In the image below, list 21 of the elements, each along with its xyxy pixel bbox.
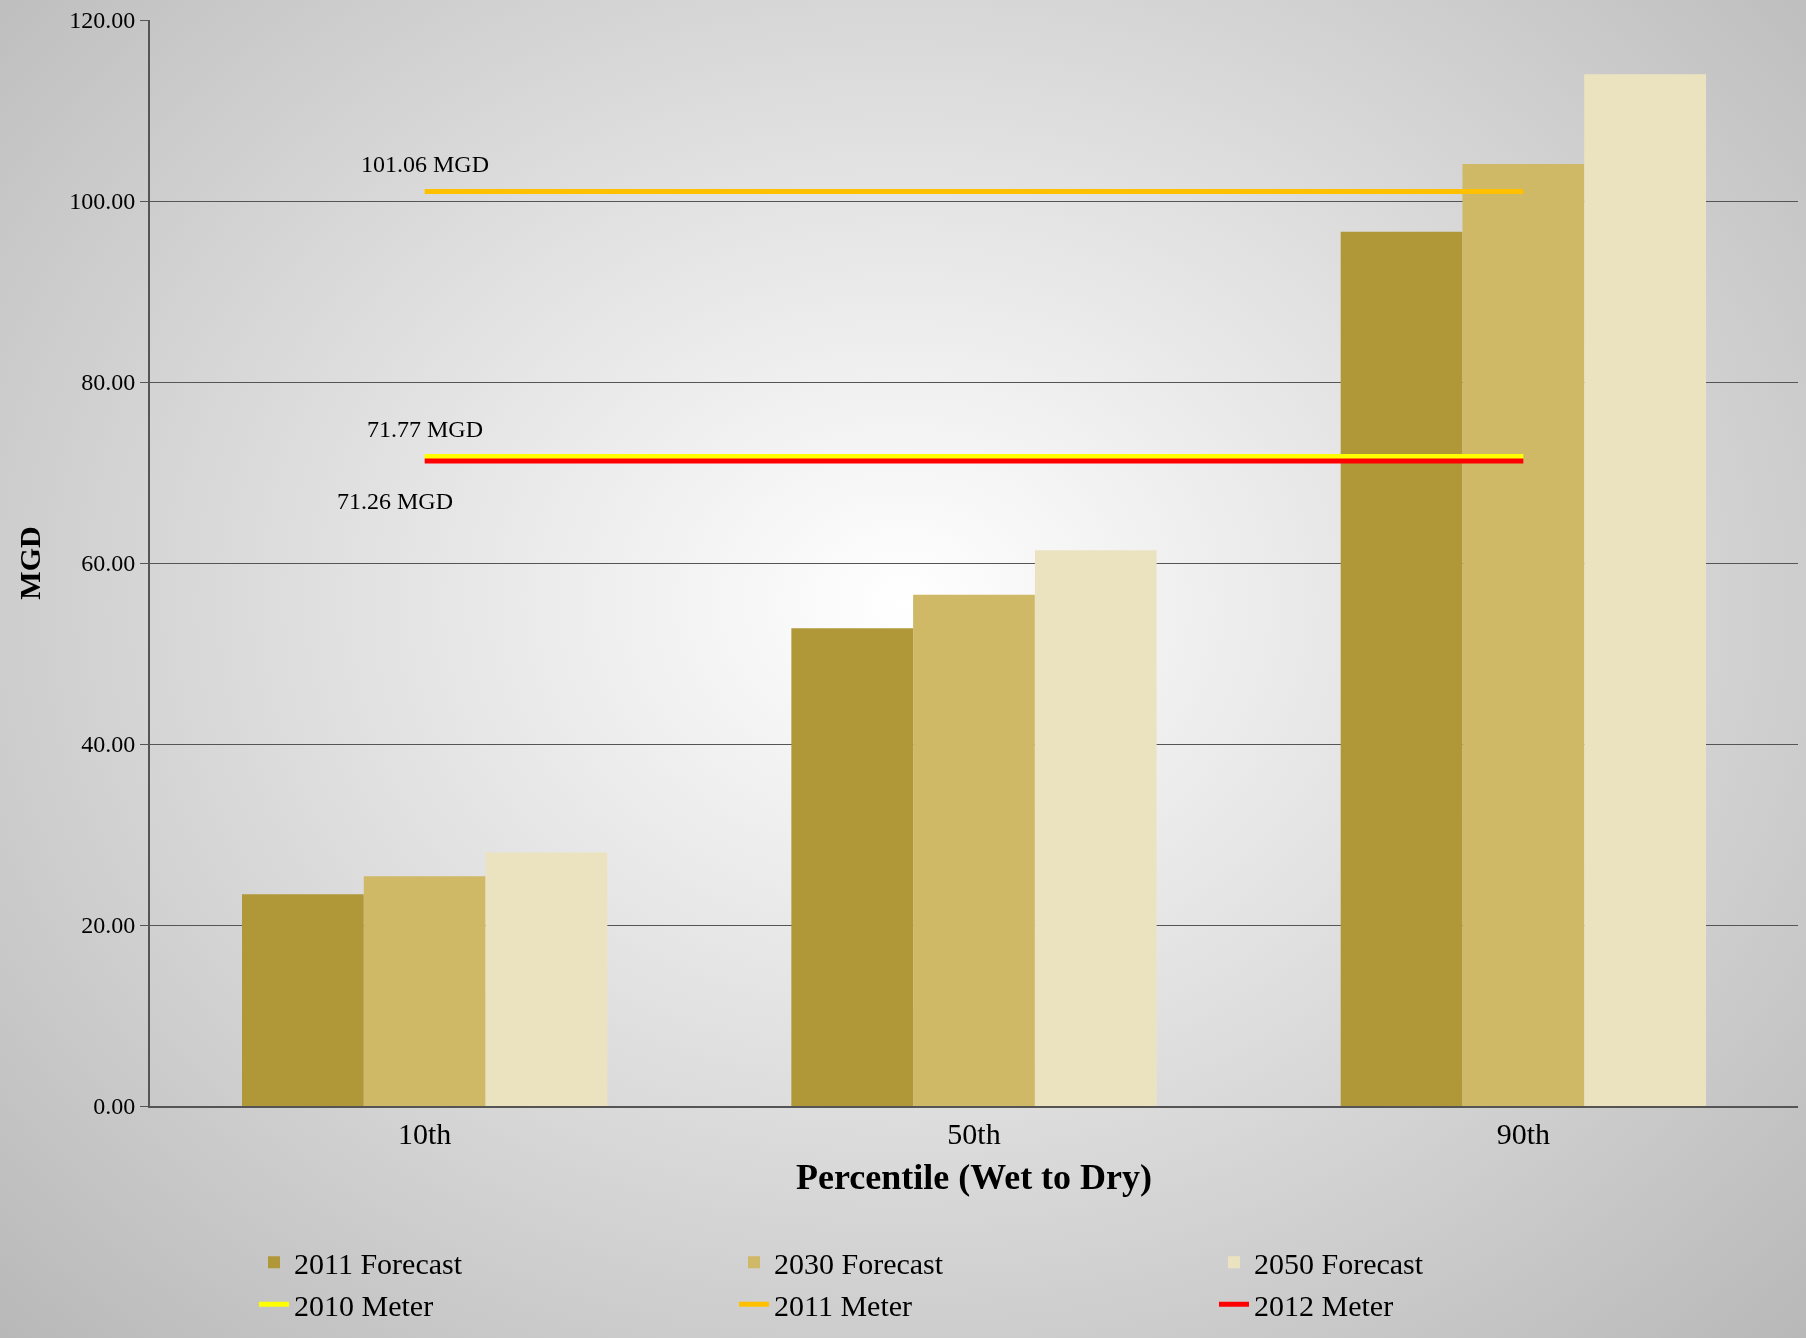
legend-label: 2011 Forecast <box>294 1247 463 1281</box>
annotation: 71.26 MGD <box>337 488 454 514</box>
annotation: 71.77 MGD <box>367 416 484 442</box>
y-tick-label: 100.00 <box>69 188 136 215</box>
x-tick-label: 90th <box>1496 1117 1550 1150</box>
y-axis-title: MGD <box>12 526 46 600</box>
x-tick-label: 10th <box>398 1117 452 1150</box>
y-tick-label: 60.00 <box>81 550 136 577</box>
legend-label: 2010 Meter <box>294 1289 434 1323</box>
legend-label: 2012 Meter <box>1254 1289 1394 1323</box>
legend-label: 2011 Meter <box>774 1289 913 1323</box>
annotation: 101.06 MGD <box>361 151 490 177</box>
legend-label: 2050 Forecast <box>1254 1247 1424 1281</box>
x-axis-title: Percentile (Wet to Dry) <box>795 1157 1153 1198</box>
y-tick-label: 120.00 <box>69 7 136 34</box>
y-tick-label: 80.00 <box>81 369 136 396</box>
y-tick-label: 20.00 <box>81 912 136 939</box>
legend-label: 2030 Forecast <box>774 1247 944 1281</box>
y-tick-label: 0.00 <box>93 1093 136 1120</box>
y-tick-label: 40.00 <box>81 731 136 758</box>
x-tick-label: 50th <box>947 1117 1001 1150</box>
